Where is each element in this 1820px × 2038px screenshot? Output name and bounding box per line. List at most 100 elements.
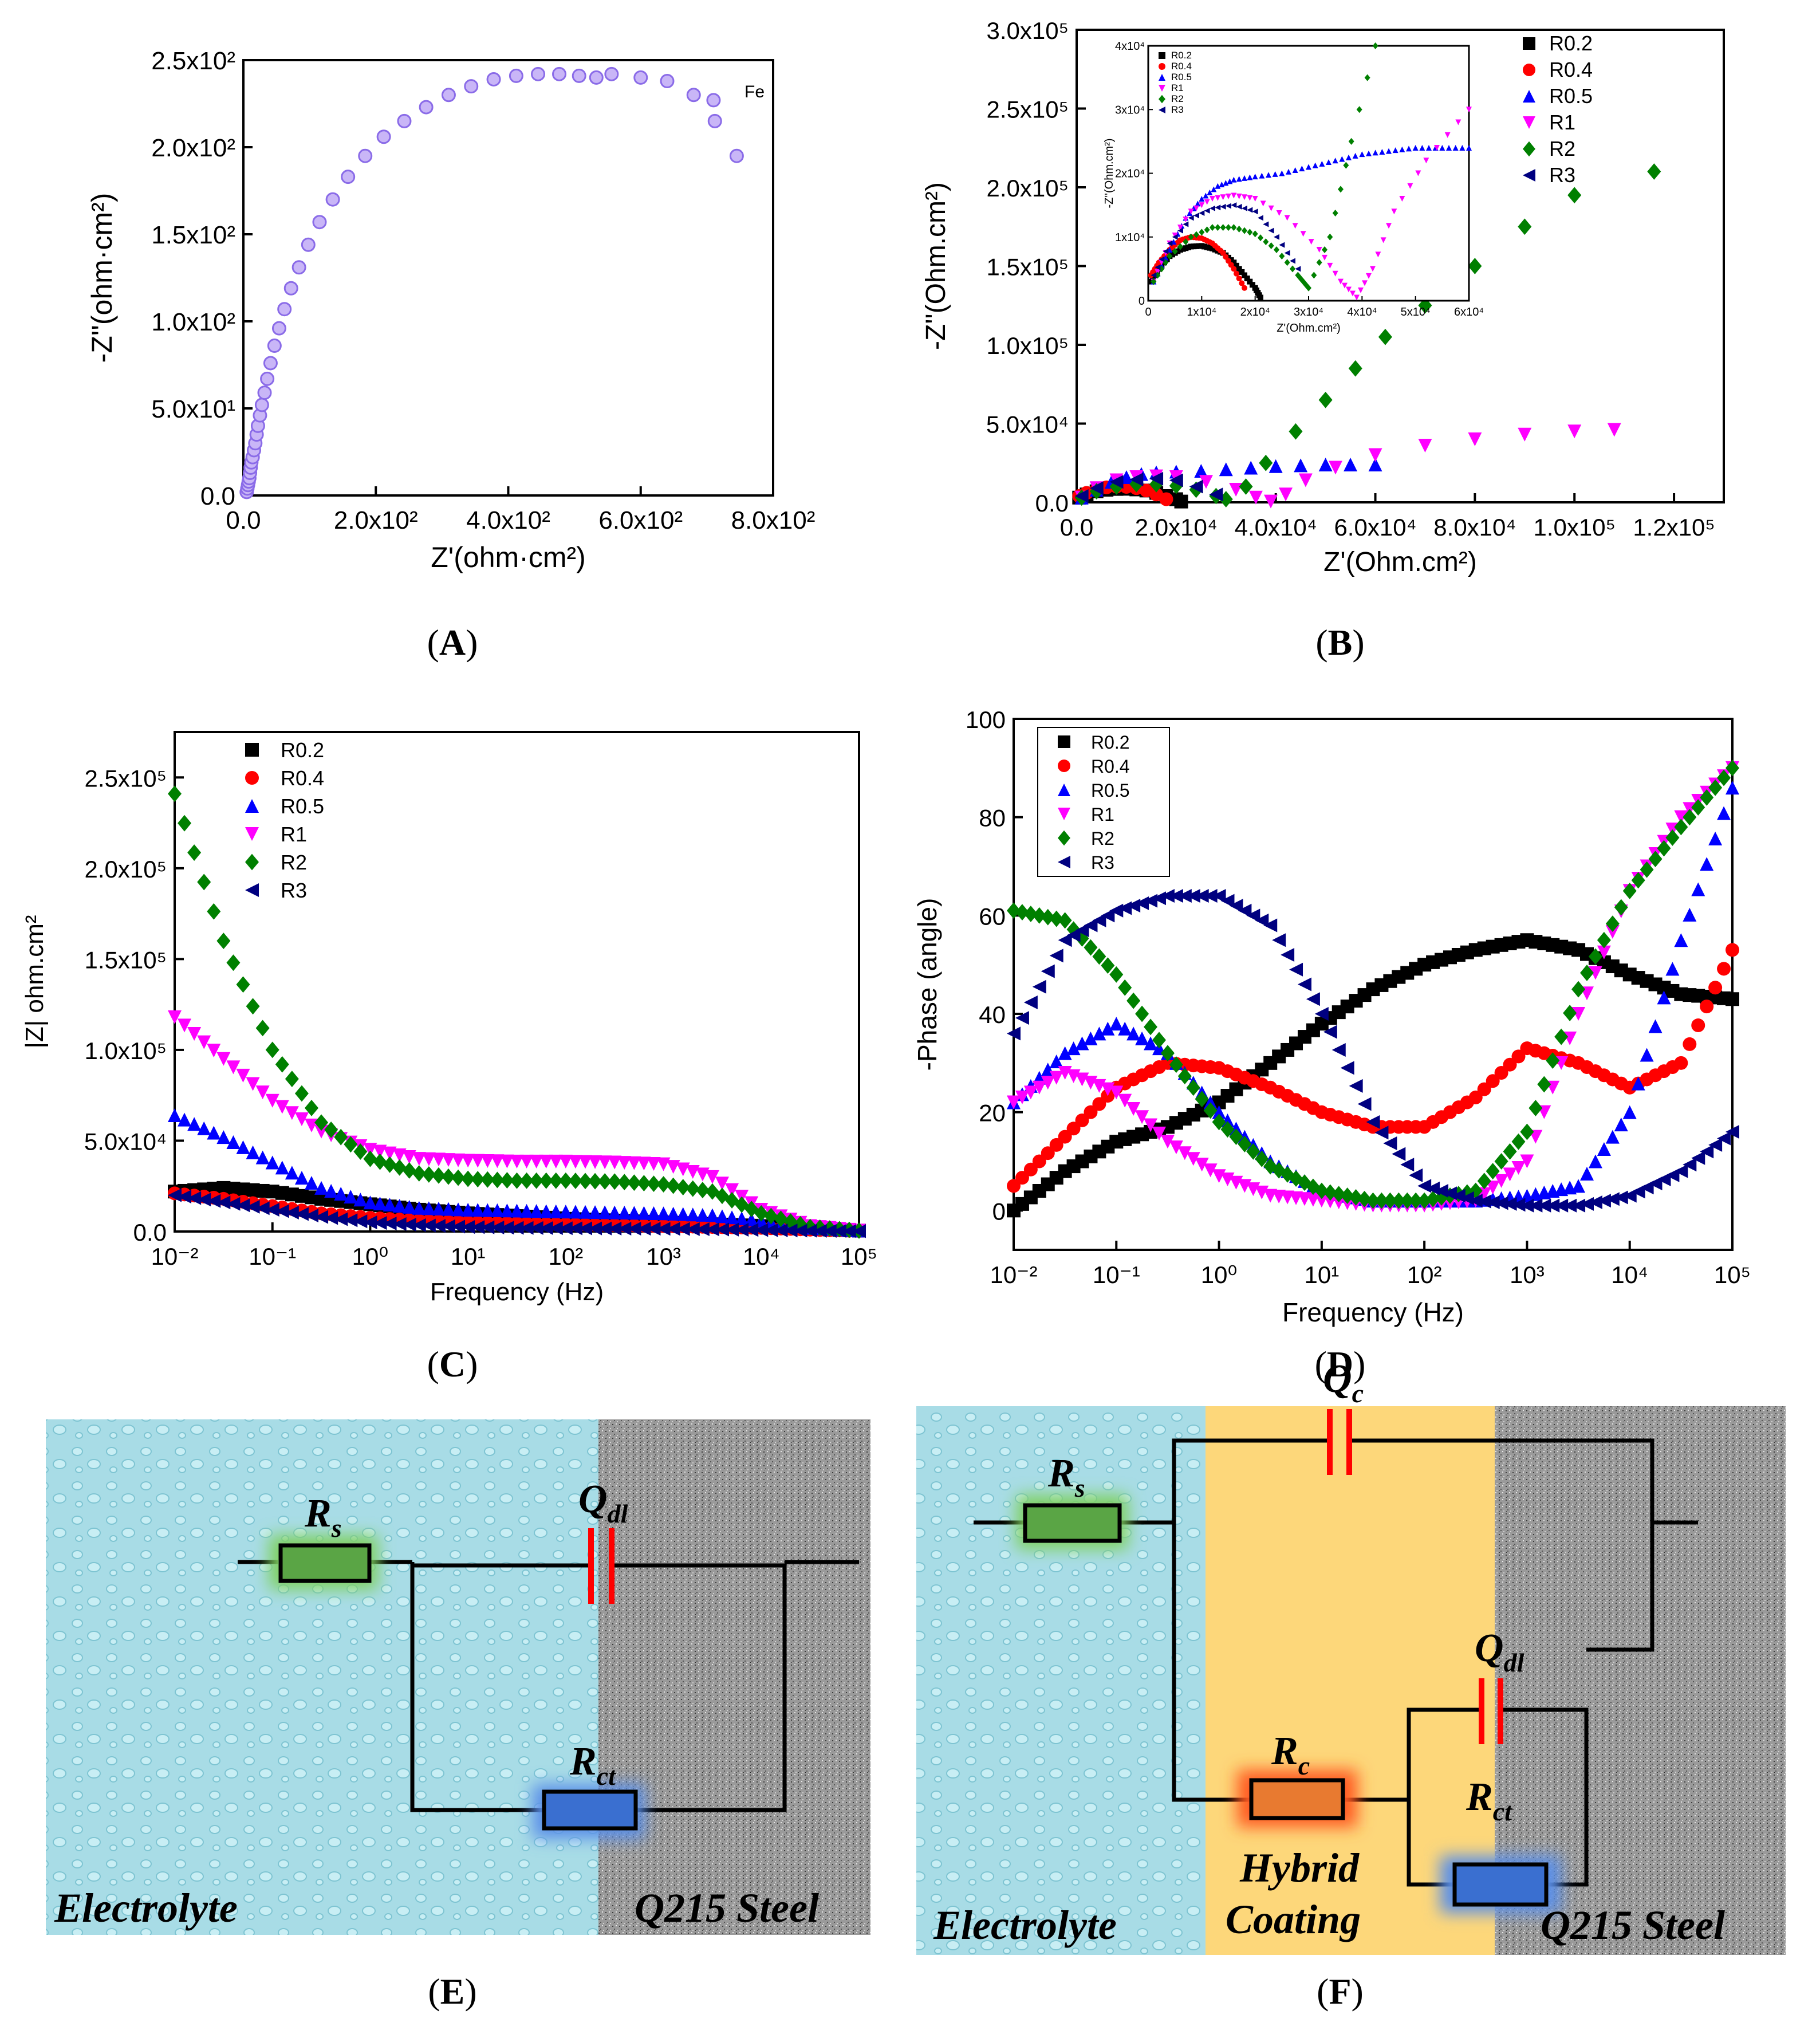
- data-point-R2: [294, 1085, 309, 1102]
- y-tick-label: 2.0x10⁵: [84, 856, 167, 883]
- data-point-R0.5: [1368, 458, 1382, 471]
- data-point-Fe: [312, 215, 327, 230]
- inset-point-R0.5: [1412, 145, 1419, 151]
- legend-label-R0.5: R0.5: [281, 794, 324, 818]
- inset-point-R1: [1370, 266, 1376, 272]
- legend-label-R3: R3: [281, 879, 307, 902]
- data-point-Fe: [291, 260, 306, 275]
- data-point-R1: [608, 1155, 622, 1170]
- x-tick-label: 8.0x10²: [731, 506, 816, 534]
- x-tick-label: 10²: [549, 1243, 584, 1270]
- region-label-electrolyte: Electrolyte: [933, 1902, 1117, 1948]
- inset-point-R3: [1163, 248, 1169, 254]
- data-point-R3: [1546, 1198, 1560, 1213]
- data-point-R3: [1263, 918, 1278, 933]
- data-point-R3: [510, 1221, 524, 1235]
- data-point-R0.5: [608, 1205, 622, 1219]
- data-point-R0.5: [598, 1205, 612, 1219]
- data-point-R2: [754, 1205, 769, 1222]
- data-point-R3: [1503, 1197, 1517, 1211]
- data-point-R0.4: [1159, 492, 1173, 506]
- inset-point-R0.4: [1231, 266, 1237, 272]
- data-point-R3: [1597, 1194, 1611, 1208]
- inset-point-R1: [1466, 107, 1472, 113]
- inset-point-R1: [1292, 223, 1298, 229]
- data-point-R3: [783, 1223, 798, 1238]
- inset-point-R3: [1172, 234, 1178, 240]
- label-rct: Rct: [569, 1740, 616, 1791]
- data-point-R1: [1135, 1110, 1149, 1124]
- data-point-R2: [598, 1173, 612, 1190]
- data-point-R2: [1109, 966, 1124, 983]
- data-point-R1: [197, 1035, 211, 1049]
- x-tick-label: 6.0x10⁴: [1334, 514, 1416, 541]
- data-point-R2: [519, 1172, 534, 1189]
- data-point-R1: [490, 1154, 505, 1168]
- plot-frame: [174, 731, 860, 1233]
- data-point-R3: [1392, 1147, 1406, 1161]
- inset-point-R1: [1276, 210, 1282, 217]
- inset-point-R3: [1242, 205, 1247, 211]
- data-point-R3: [1409, 1168, 1423, 1182]
- y-tick-label: 2.0x10²: [151, 134, 235, 162]
- data-point-R1: [705, 1170, 719, 1184]
- inset-x-tick-label: 5x10⁴: [1401, 306, 1431, 318]
- inset-point-R1: [1177, 225, 1183, 231]
- data-point-R0.5: [461, 1202, 475, 1217]
- inset-point-R0.5: [1279, 170, 1285, 176]
- data-point-R3: [793, 1223, 807, 1238]
- data-point-Fe: [604, 66, 619, 81]
- x-tick-label: 10³: [646, 1243, 681, 1270]
- data-point-R0.5: [1269, 459, 1283, 473]
- inset-point-R0.5: [1359, 151, 1365, 158]
- y-tick-label: 1.0x10²: [151, 308, 235, 336]
- legend-marker-R1: [245, 827, 259, 841]
- data-point-R2: [1177, 1068, 1192, 1085]
- data-point-R3: [334, 1212, 348, 1226]
- data-point-R2: [1318, 391, 1333, 408]
- inset-point-R0.5: [1292, 167, 1298, 173]
- inset-point-R2: [1372, 42, 1378, 49]
- label-rct-sub: ct: [1493, 1797, 1512, 1826]
- inset-point-R3: [1226, 203, 1231, 209]
- data-point-R3: [197, 1193, 211, 1207]
- data-point-R1: [1588, 966, 1602, 980]
- data-point-R0.5: [1219, 462, 1233, 477]
- data-point-R0.5: [168, 1108, 182, 1123]
- chart-a-nyquist-fe: 0.0 2.0x10² 4.0x10² 6.0x10² 8.0x10² 0.0 5.0x10…: [86, 47, 815, 573]
- data-point-R3: [1563, 1198, 1577, 1213]
- inset-point-R3: [1295, 266, 1301, 272]
- x-tick-label: 0.0: [1060, 514, 1093, 541]
- data-point-R3: [1203, 889, 1218, 903]
- inset-point-R1: [1342, 282, 1348, 289]
- x-tick-label: 10⁴: [1611, 1261, 1648, 1288]
- data-point-R3: [500, 1221, 514, 1235]
- inset-point-R0.2: [1258, 294, 1263, 301]
- inset-point-R0.5: [1227, 178, 1233, 184]
- x-tick-label: 1.0x10⁵: [1533, 514, 1616, 541]
- data-point-R2: [666, 1177, 680, 1194]
- data-point-R1: [1418, 439, 1432, 453]
- y-tick-label: 2.5x10⁵: [84, 765, 167, 792]
- y-axis-label: -Z''(ohm·cm²): [86, 193, 118, 363]
- data-point-R0.5: [617, 1206, 632, 1220]
- data-point-R3: [1494, 1196, 1508, 1210]
- data-point-R2: [1349, 1189, 1363, 1206]
- inset-point-R1: [1332, 270, 1338, 277]
- inset-point-R2: [1220, 224, 1226, 231]
- inset-point-R2: [1290, 265, 1295, 273]
- data-point-R0.2: [1726, 992, 1739, 1006]
- inset-point-R0.4: [1234, 270, 1239, 277]
- data-point-R3: [1537, 1198, 1551, 1213]
- data-point-R2: [1032, 907, 1046, 924]
- data-point-R2: [1537, 1076, 1551, 1093]
- legend-label-R3: R3: [1091, 852, 1114, 873]
- inset-point-R3: [1220, 203, 1226, 210]
- data-point-R0.5: [1588, 1154, 1602, 1168]
- data-point-R0.4: [1486, 1074, 1500, 1088]
- data-point-R0.5: [246, 1145, 260, 1159]
- data-point-R2: [207, 903, 221, 920]
- label-qdl-sub: dl: [1504, 1648, 1524, 1677]
- inset-point-R2: [1199, 229, 1205, 236]
- data-point-R3: [568, 1221, 582, 1236]
